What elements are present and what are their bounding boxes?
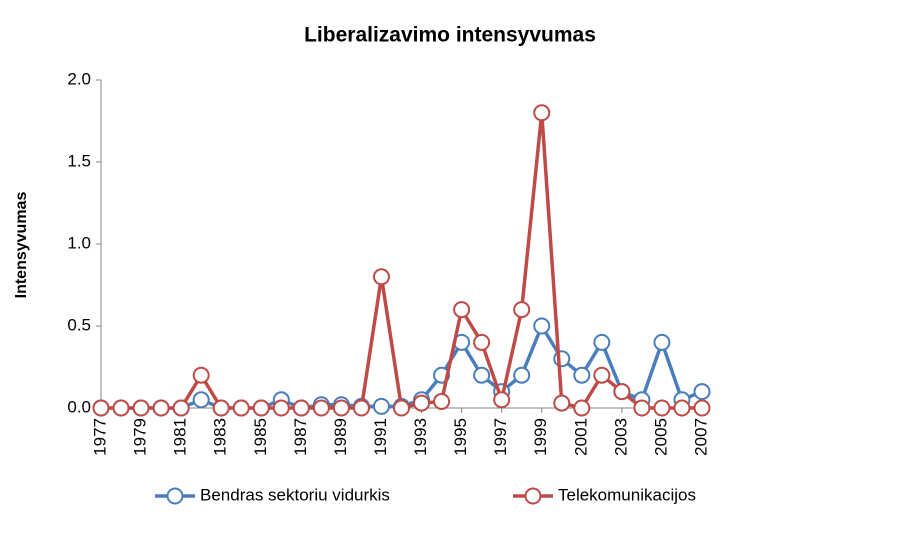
data-point	[693, 399, 711, 417]
legend-marker	[524, 487, 542, 505]
data-point	[573, 366, 591, 384]
x-tick-label: 1991	[371, 418, 390, 456]
data-point	[172, 399, 190, 417]
data-point	[112, 399, 130, 417]
data-point	[533, 104, 551, 122]
x-tick-label: 1979	[131, 418, 150, 456]
x-tick-label: 2007	[691, 418, 710, 456]
data-point	[593, 366, 611, 384]
data-point	[533, 317, 551, 335]
x-tick-label: 2005	[651, 418, 670, 456]
data-point	[573, 399, 591, 417]
data-point	[473, 333, 491, 351]
legend-label: Telekomunikacijos	[558, 485, 696, 504]
data-point	[413, 394, 431, 412]
legend-label: Bendras sektoriu vidurkis	[200, 485, 390, 504]
data-point	[393, 399, 410, 417]
x-tick-label: 1997	[491, 418, 510, 456]
data-point	[292, 399, 310, 417]
data-point	[673, 399, 691, 417]
data-point	[372, 397, 390, 415]
data-point	[653, 399, 671, 417]
x-tick-label: 1983	[211, 418, 230, 456]
x-tick-label: 1985	[251, 418, 270, 456]
y-tick-label: 0.0	[67, 397, 91, 416]
x-tick-label: 1989	[331, 418, 350, 456]
data-point	[553, 350, 571, 368]
x-tick-label: 2001	[571, 418, 590, 456]
data-point	[553, 394, 571, 412]
x-tick-label: 1993	[411, 418, 430, 456]
data-point	[633, 399, 651, 417]
y-tick-label: 0.5	[67, 315, 91, 334]
data-point	[312, 399, 330, 417]
data-point	[132, 399, 150, 417]
data-point	[693, 383, 711, 401]
series-line	[101, 324, 703, 410]
data-point	[352, 399, 370, 417]
data-point	[473, 366, 491, 384]
chart-title: Liberalizavimo intensyvumas	[304, 24, 596, 47]
x-tick-label: 1999	[531, 418, 550, 456]
data-point	[212, 399, 230, 417]
x-tick-label: 1977	[90, 418, 109, 456]
legend-marker	[166, 487, 184, 505]
data-point	[593, 333, 611, 351]
data-point	[252, 399, 270, 417]
x-tick-label: 1995	[451, 418, 470, 456]
data-point	[513, 366, 531, 384]
y-tick-label: 2.0	[67, 69, 91, 88]
x-tick-label: 2003	[611, 418, 630, 456]
y-tick-label: 1.0	[67, 233, 91, 252]
data-point	[192, 391, 210, 409]
data-point	[613, 383, 631, 401]
data-point	[453, 301, 471, 319]
data-point	[493, 391, 511, 409]
data-point	[653, 333, 671, 351]
x-tick-label: 1987	[291, 418, 310, 456]
data-point	[513, 301, 531, 319]
x-tick-label: 1981	[171, 418, 190, 456]
data-point	[433, 392, 451, 410]
y-axis-label: Intensyvumas	[13, 192, 30, 299]
data-point	[92, 399, 110, 417]
y-tick-label: 1.5	[67, 151, 91, 170]
data-point	[192, 366, 210, 384]
data-point	[232, 399, 250, 417]
data-point	[272, 399, 290, 417]
data-point	[332, 399, 350, 417]
data-point	[152, 399, 170, 417]
data-point	[372, 268, 390, 286]
